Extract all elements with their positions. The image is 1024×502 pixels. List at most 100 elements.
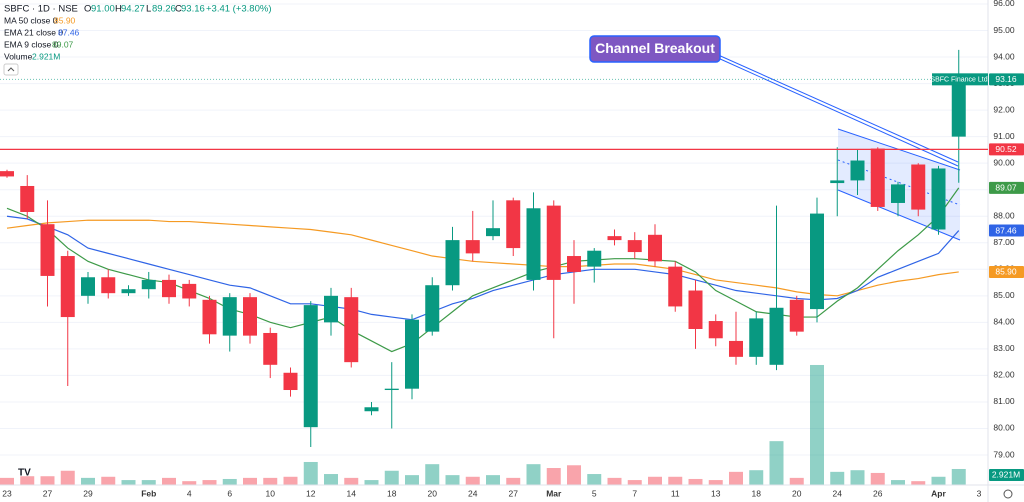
volume-bar [567, 465, 581, 485]
candle-body [526, 208, 541, 280]
candle-body [708, 321, 723, 339]
volume-bar [222, 478, 237, 485]
x-tick-label: 24 [833, 488, 843, 498]
x-tick-label: 20 [792, 488, 802, 498]
series-value-label: 87.46 [995, 225, 1017, 235]
volume-bar [324, 474, 338, 485]
volume-bar [668, 476, 683, 485]
volume-bar [850, 470, 865, 485]
candle-body [729, 340, 743, 357]
candle-body [546, 205, 561, 280]
candle-body [931, 168, 946, 230]
volume-bar [546, 468, 561, 485]
x-tick-label: Feb [141, 488, 156, 498]
x-tick-label: 11 [671, 488, 680, 498]
logo: TV [18, 468, 31, 479]
volume-bar [749, 470, 764, 485]
volume-bar [283, 476, 298, 485]
y-tick-label: 84.00 [993, 317, 1015, 327]
legend-value: 89.07 [52, 39, 74, 49]
hline-label: 90.52 [995, 144, 1017, 154]
series-value-label-box [989, 265, 1024, 278]
ohlc-label: H [115, 4, 122, 15]
series-value-label-box [989, 181, 1024, 194]
x-tick-label: 24 [468, 488, 478, 498]
candle-body [668, 266, 683, 307]
volume-bar [911, 481, 926, 485]
volume-bar [141, 480, 156, 485]
volume-bar [931, 476, 946, 485]
candle-body [465, 240, 480, 254]
candle-body [344, 297, 359, 363]
candle-body [911, 164, 926, 210]
x-tick-label: 27 [509, 488, 519, 498]
volume-bar [870, 472, 885, 485]
candle-body [162, 279, 176, 298]
candle-body [870, 148, 885, 207]
candle-body [789, 299, 804, 332]
volume-bar [303, 461, 318, 485]
candle-body [830, 180, 845, 184]
candle-body [648, 234, 662, 262]
series-value-label: 89.07 [995, 183, 1017, 193]
volume-bar [688, 478, 703, 485]
volume-bar [162, 477, 176, 485]
legend-value: 2.921M [32, 51, 60, 61]
series-value-label-box [989, 224, 1024, 237]
candle-body [20, 185, 35, 212]
y-tick-label: 82.00 [993, 370, 1015, 380]
volume-bar [425, 464, 440, 485]
volume-bar [344, 477, 359, 485]
volume-bar [769, 441, 784, 485]
volume-value-label: 2.921M [992, 470, 1020, 480]
volume-bar [627, 480, 642, 485]
collapse-button[interactable] [3, 63, 19, 76]
volume-bar [445, 475, 460, 485]
y-tick-label: 90.00 [993, 157, 1015, 167]
volume-pane [0, 364, 966, 485]
ohlc-value: 93.16 [181, 4, 205, 15]
x-tick-label: 18 [752, 488, 762, 498]
candle-body [101, 277, 116, 294]
ohlc-label: L [146, 4, 151, 15]
y-tick-label: 95.00 [993, 25, 1015, 35]
x-tick-label: 5 [592, 488, 597, 498]
y-tick-label: 81.00 [993, 396, 1015, 406]
volume-bar [40, 476, 55, 485]
ohlc-value: 91.00 [91, 4, 115, 15]
volume-bar [121, 480, 136, 485]
candle-body [688, 290, 703, 329]
annotation-box [589, 35, 721, 63]
x-tick-label: 6 [227, 488, 232, 498]
candle-body [303, 305, 318, 428]
volume-bar [182, 481, 197, 485]
x-tick-label: 4 [187, 488, 192, 498]
series-value-label: 85.90 [995, 267, 1017, 277]
candle-body [769, 307, 784, 365]
volume-bar [607, 477, 622, 485]
channel-lower [837, 189, 961, 241]
volume-bar [81, 477, 95, 485]
x-tick-label: 13 [711, 488, 721, 498]
candle-body [60, 256, 75, 318]
volume-bar [384, 470, 399, 485]
volume-bar [729, 471, 743, 485]
x-tick-label: 20 [428, 488, 438, 498]
volume-bar [20, 476, 35, 485]
candle-body [202, 299, 217, 335]
volume-bar [789, 477, 804, 485]
candle-body [0, 171, 14, 177]
volume-bar [891, 480, 905, 485]
candle-body [263, 332, 278, 365]
y-tick-label: 91.00 [993, 131, 1015, 141]
candle-body [445, 240, 460, 286]
hline-label-box [989, 143, 1024, 156]
volume-bar [810, 364, 824, 485]
candle-body [384, 388, 399, 391]
settings-icon[interactable] [1003, 489, 1013, 499]
volume-bar [364, 480, 379, 485]
candle-body [425, 285, 440, 332]
indicator-line [6, 215, 960, 321]
legend-name: EMA 21 close 0 [4, 27, 63, 37]
candle-body [749, 318, 764, 357]
